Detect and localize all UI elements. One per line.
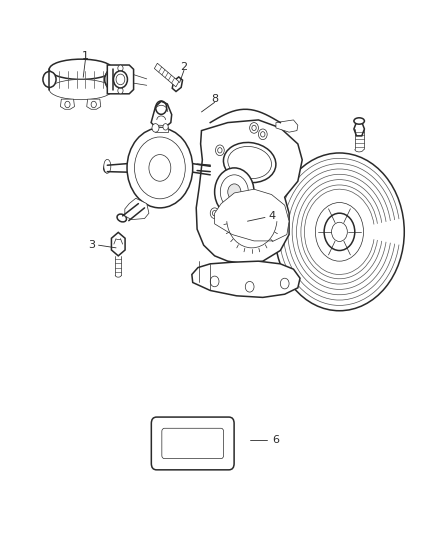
Circle shape [152, 124, 159, 132]
Circle shape [252, 125, 256, 131]
Polygon shape [154, 63, 179, 87]
Circle shape [275, 153, 404, 311]
Text: 8: 8 [211, 94, 218, 103]
Circle shape [65, 101, 70, 108]
Ellipse shape [43, 71, 56, 87]
Circle shape [228, 184, 241, 200]
Circle shape [149, 155, 171, 181]
Circle shape [116, 71, 120, 76]
Circle shape [215, 145, 224, 156]
Circle shape [116, 74, 125, 85]
Polygon shape [215, 189, 289, 241]
Ellipse shape [223, 142, 276, 183]
Polygon shape [107, 65, 134, 94]
Polygon shape [192, 261, 300, 297]
Polygon shape [125, 198, 149, 220]
Circle shape [106, 71, 110, 76]
Circle shape [108, 73, 118, 86]
Text: 2: 2 [180, 62, 187, 71]
Circle shape [245, 281, 254, 292]
Ellipse shape [104, 159, 111, 173]
Polygon shape [151, 101, 172, 128]
Circle shape [113, 71, 127, 88]
Circle shape [212, 211, 217, 216]
Circle shape [280, 278, 289, 289]
Circle shape [116, 83, 120, 87]
Circle shape [220, 175, 248, 209]
Circle shape [261, 132, 265, 137]
Circle shape [134, 137, 185, 199]
Circle shape [218, 148, 222, 153]
Circle shape [118, 65, 123, 71]
Circle shape [91, 101, 96, 108]
Polygon shape [172, 77, 183, 92]
Circle shape [163, 124, 168, 130]
Circle shape [258, 129, 267, 140]
Ellipse shape [49, 79, 113, 100]
Circle shape [315, 203, 364, 261]
Text: 6: 6 [272, 435, 279, 445]
Polygon shape [60, 99, 74, 109]
Polygon shape [354, 122, 364, 136]
Polygon shape [155, 127, 168, 132]
FancyBboxPatch shape [162, 429, 223, 458]
Text: 3: 3 [88, 240, 95, 250]
Polygon shape [111, 232, 125, 256]
Ellipse shape [228, 147, 272, 179]
Ellipse shape [49, 59, 113, 79]
Circle shape [210, 276, 219, 287]
Ellipse shape [354, 118, 364, 124]
Text: 4: 4 [268, 211, 275, 221]
FancyBboxPatch shape [151, 417, 234, 470]
Circle shape [324, 213, 355, 251]
Polygon shape [196, 120, 302, 264]
Text: 1: 1 [82, 51, 89, 61]
Circle shape [127, 128, 193, 208]
Polygon shape [276, 120, 298, 132]
Ellipse shape [105, 69, 121, 90]
Circle shape [332, 222, 347, 241]
Ellipse shape [117, 214, 127, 222]
Circle shape [210, 208, 219, 219]
Circle shape [118, 87, 123, 94]
Circle shape [215, 168, 254, 216]
Polygon shape [87, 99, 101, 109]
Circle shape [106, 83, 110, 87]
Circle shape [250, 123, 258, 133]
